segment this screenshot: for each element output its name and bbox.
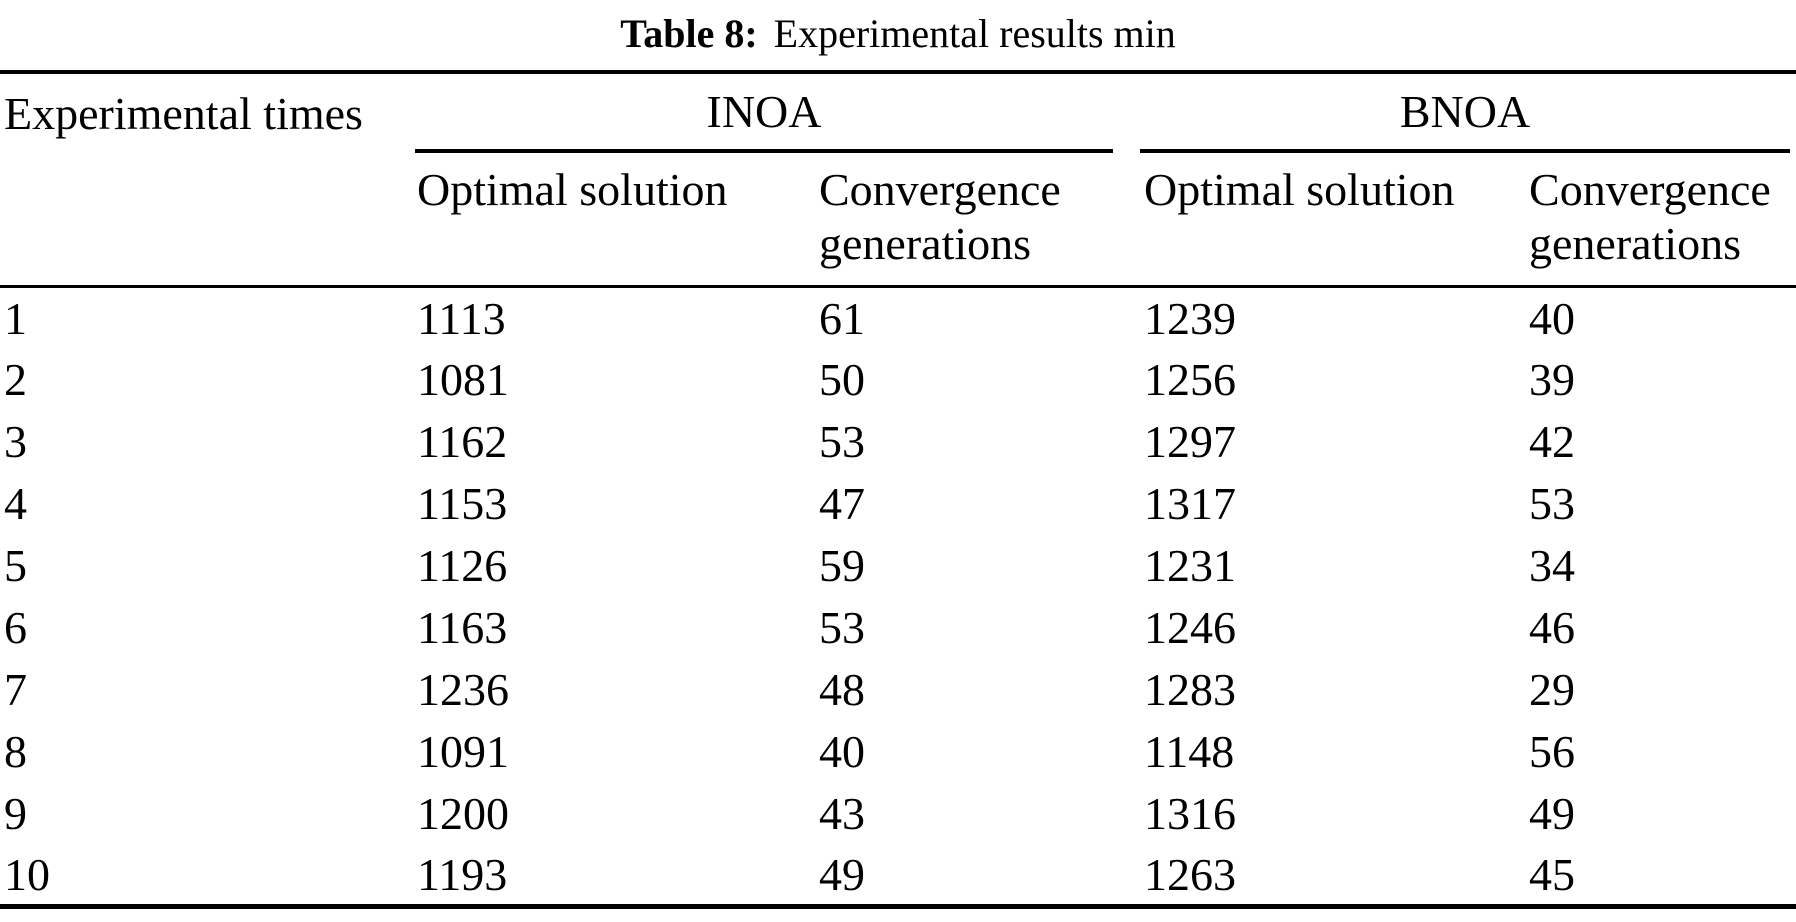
table-caption-label: Table 8: <box>620 11 758 56</box>
cell-inoa-optimal: 1091 <box>417 726 509 777</box>
table-row: 6 1163 53 1246 46 <box>0 597 1796 659</box>
cell-inoa-optimal: 1153 <box>417 478 508 529</box>
cell-inoa-convergence: 59 <box>819 540 865 591</box>
table-row: 4 1153 47 1317 53 <box>0 473 1796 535</box>
cell-experimental-time: 6 <box>4 602 27 653</box>
table-header: Experimental times INOA BNOA Optimal sol… <box>0 72 1796 288</box>
table-caption: Table 8: Experimental results min <box>0 10 1796 66</box>
cell-bnoa-convergence: 34 <box>1529 540 1576 591</box>
cell-bnoa-convergence: 42 <box>1529 416 1576 467</box>
cell-inoa-optimal: 1126 <box>417 540 508 591</box>
cell-bnoa-convergence: 56 <box>1529 726 1576 777</box>
table-row: 8 1091 40 1148 56 <box>0 721 1796 783</box>
cell-bnoa-convergence: 39 <box>1529 354 1576 405</box>
group-header-bnoa-label: BNOA <box>1140 74 1791 153</box>
cell-inoa-convergence: 53 <box>819 602 865 653</box>
cell-inoa-convergence: 49 <box>819 848 865 900</box>
table-row: 1 1113 61 1239 40 <box>0 287 1796 349</box>
cell-bnoa-convergence: 46 <box>1529 602 1576 653</box>
table-row: 3 1162 53 1297 42 <box>0 411 1796 473</box>
cell-inoa-optimal: 1193 <box>417 848 508 900</box>
cell-inoa-optimal: 1163 <box>417 602 508 653</box>
cell-bnoa-convergence: 45 <box>1529 848 1576 900</box>
cell-experimental-time: 7 <box>4 664 27 715</box>
group-header-inoa-label: INOA <box>415 74 1114 153</box>
cell-experimental-time: 4 <box>4 478 27 529</box>
subheader-row: Optimal solution Convergence generations… <box>0 153 1796 288</box>
table-row: 2 1081 50 1256 39 <box>0 349 1796 411</box>
cell-bnoa-convergence: 49 <box>1529 788 1576 839</box>
cell-bnoa-optimal: 1283 <box>1144 664 1237 715</box>
cell-experimental-time: 10 <box>4 848 50 900</box>
cell-inoa-convergence: 47 <box>819 478 865 529</box>
cell-inoa-convergence: 53 <box>819 416 865 467</box>
cell-inoa-convergence: 40 <box>819 726 865 777</box>
cell-bnoa-optimal: 1231 <box>1144 540 1237 591</box>
cell-bnoa-optimal: 1316 <box>1144 788 1237 839</box>
cell-experimental-time: 3 <box>4 416 27 467</box>
table-row: 9 1200 43 1316 49 <box>0 783 1796 845</box>
cell-inoa-optimal: 1236 <box>417 664 509 715</box>
cell-inoa-convergence: 50 <box>819 354 865 405</box>
table-body: 1 1113 61 1239 40 2 1081 50 1256 39 3 11… <box>0 287 1796 907</box>
table-caption-text: Experimental results min <box>773 11 1176 56</box>
cell-bnoa-convergence: 29 <box>1529 664 1576 715</box>
cell-bnoa-optimal: 1263 <box>1144 848 1237 900</box>
cell-experimental-time: 1 <box>4 292 27 344</box>
cell-bnoa-convergence: 53 <box>1529 478 1576 529</box>
group-header-bnoa: BNOA <box>1140 72 1796 153</box>
cell-bnoa-optimal: 1148 <box>1144 726 1235 777</box>
cell-inoa-optimal: 1113 <box>417 292 506 344</box>
results-table: Experimental times INOA BNOA Optimal sol… <box>0 70 1796 909</box>
cell-inoa-optimal: 1200 <box>417 788 509 839</box>
column-header-inoa-optimal-solution: Optimal solution <box>413 153 815 288</box>
cell-inoa-convergence: 43 <box>819 788 865 839</box>
table-row: 7 1236 48 1283 29 <box>0 659 1796 721</box>
table-row: 5 1126 59 1231 34 <box>0 535 1796 597</box>
cell-experimental-time: 2 <box>4 354 27 405</box>
cell-bnoa-optimal: 1256 <box>1144 354 1237 405</box>
group-header-inoa: INOA <box>413 72 1140 153</box>
cell-bnoa-optimal: 1317 <box>1144 478 1237 529</box>
column-header-experimental-times: Experimental times <box>0 72 413 288</box>
cell-inoa-optimal: 1162 <box>417 416 508 467</box>
column-header-inoa-convergence-generations: Convergence generations <box>815 153 1141 288</box>
cell-inoa-optimal: 1081 <box>417 354 509 405</box>
cell-experimental-time: 5 <box>4 540 27 591</box>
cell-inoa-convergence: 61 <box>819 292 865 344</box>
column-header-bnoa-optimal-solution: Optimal solution <box>1140 153 1526 288</box>
cell-experimental-time: 9 <box>4 788 27 839</box>
table-row: 10 1193 49 1263 45 <box>0 845 1796 907</box>
cell-bnoa-optimal: 1239 <box>1144 292 1237 344</box>
column-header-bnoa-convergence-generations: Convergence generations <box>1525 153 1796 288</box>
cell-bnoa-optimal: 1297 <box>1144 416 1237 467</box>
group-header-row: Experimental times INOA BNOA <box>0 72 1796 288</box>
cell-experimental-time: 8 <box>4 726 27 777</box>
cell-bnoa-optimal: 1246 <box>1144 602 1237 653</box>
cell-inoa-convergence: 48 <box>819 664 865 715</box>
cell-bnoa-convergence: 40 <box>1529 292 1576 344</box>
